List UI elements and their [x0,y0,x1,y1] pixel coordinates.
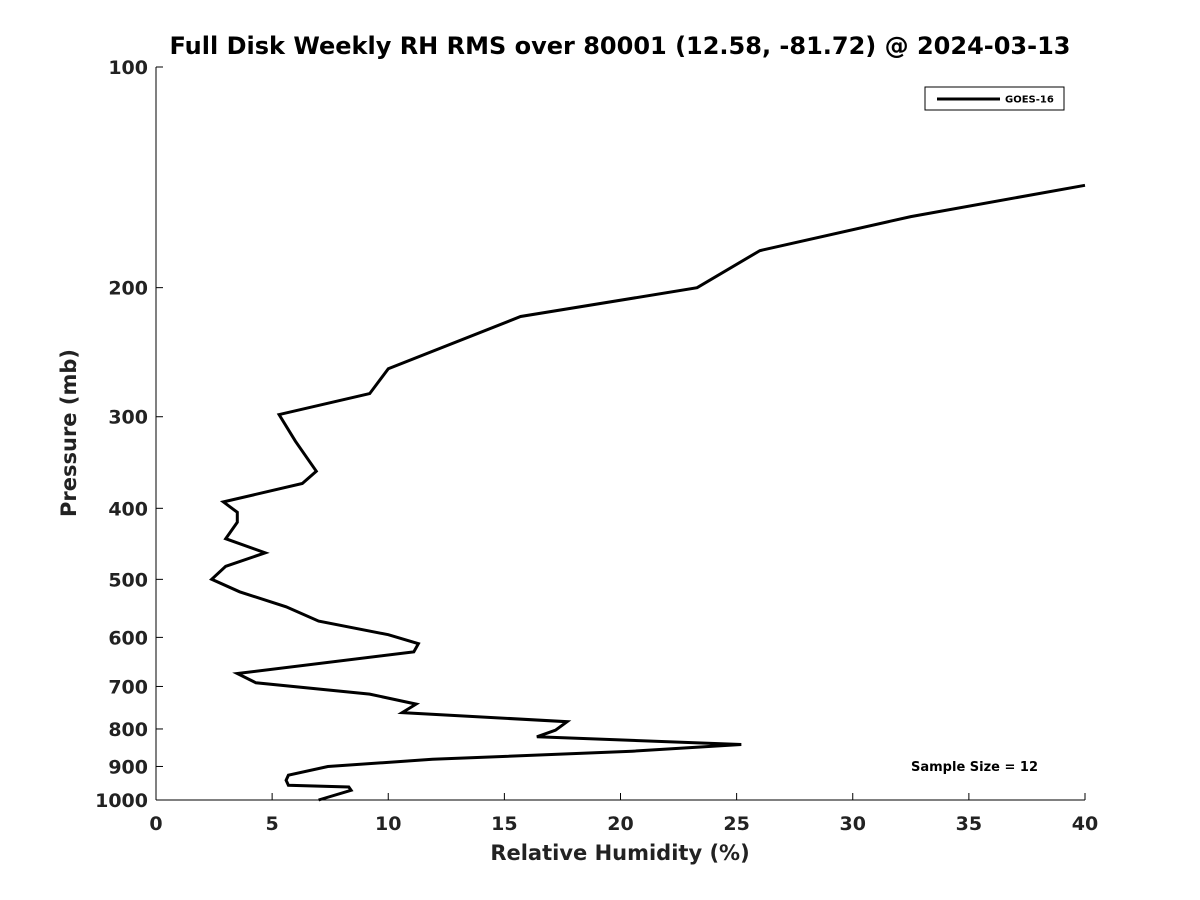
y-tick-label: 900 [108,756,148,778]
y-tick-label: 400 [108,498,148,520]
x-tick-label: 25 [723,813,749,835]
x-tick-label: 15 [491,813,517,835]
legend-label-goes-16: GOES-16 [1005,95,1054,106]
y-tick-label: 300 [108,407,148,429]
y-tick-label: 500 [108,569,148,591]
y-tick-label: 800 [108,719,148,741]
y-tick-label: 600 [108,627,148,649]
y-tick-label: 200 [108,278,148,300]
x-tick-label: 40 [1072,813,1098,835]
x-axis-label: Relative Humidity (%) [490,841,749,865]
sample-size-annotation: Sample Size = 12 [911,760,1038,775]
y-tick-label: 700 [108,676,148,698]
x-tick-label: 5 [266,813,279,835]
series-line-goes-16 [209,183,1086,802]
x-axis-ticks: 0 5 10 15 20 25 30 35 40 [149,793,1098,835]
x-tick-label: 20 [607,813,633,835]
series-layer [209,183,1086,802]
y-axis-ticks: 100 200 300 400 500 600 700 800 900 1000 [95,57,163,812]
legend: GOES-16 [924,86,1065,111]
y-tick-label: 1000 [95,790,148,812]
x-tick-label: 0 [149,813,162,835]
y-axis-label: Pressure (mb) [57,349,81,517]
x-tick-label: 10 [375,813,401,835]
x-tick-label: 35 [956,813,982,835]
y-tick-label: 100 [108,57,148,79]
chart-title: Full Disk Weekly RH RMS over 80001 (12.5… [169,32,1070,60]
x-tick-label: 30 [840,813,866,835]
